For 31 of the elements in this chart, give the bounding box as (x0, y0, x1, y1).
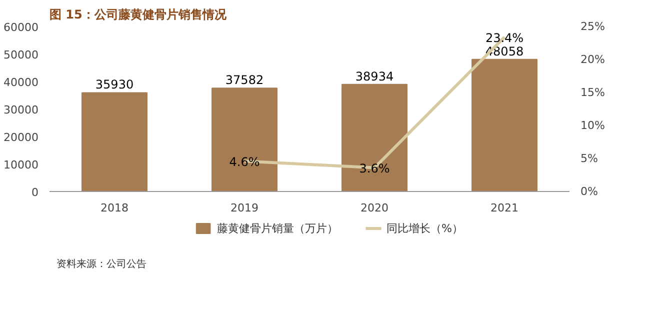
data-label: 38934 (355, 69, 394, 84)
bar (82, 92, 148, 192)
y2-tick-label: 0% (580, 185, 598, 198)
legend-label: 藤黄健骨片销量（万片） (217, 222, 338, 235)
x-tick-label: 2018 (100, 202, 129, 214)
data-label: 3.6% (359, 162, 390, 176)
y2-tick-label: 15% (580, 86, 605, 99)
legend-label: 同比增长（%） (386, 222, 463, 235)
bar (212, 88, 278, 192)
x-tick-label: 2021 (490, 202, 519, 214)
y-tick-label: 50000 (4, 48, 39, 62)
y-tick-label: 60000 (4, 21, 39, 34)
y2-tick-label: 10% (580, 119, 605, 132)
y-tick-label: 40000 (4, 76, 39, 89)
y2-tick-label: 25% (580, 20, 605, 33)
x-tick-label: 2019 (230, 202, 259, 214)
y2-tick-label: 5% (580, 152, 598, 165)
y-tick-label: 0 (32, 186, 38, 199)
data-label: 4.6% (229, 155, 260, 170)
x-tick-label: 2020 (360, 202, 389, 214)
y-tick-label: 20000 (4, 131, 39, 144)
bar (342, 84, 408, 192)
bar (472, 58, 538, 192)
y-tick-label: 10000 (4, 158, 39, 172)
data-label: 23.4% (485, 31, 524, 46)
data-label: 37582 (225, 73, 264, 88)
y2-tick-label: 20% (580, 53, 605, 66)
y-tick-label: 30000 (4, 104, 39, 116)
data-label: 35930 (95, 78, 134, 92)
chart-title: 图 15：公司藤黄健骨片销售情况 (50, 8, 228, 22)
text: 资料来源：公司公告 (56, 258, 146, 270)
